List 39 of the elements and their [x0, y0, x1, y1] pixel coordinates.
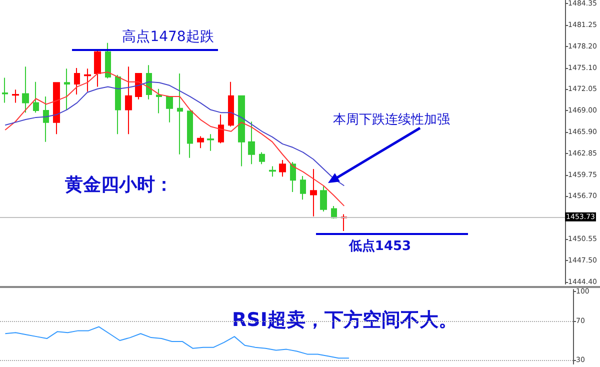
candlestick — [135, 73, 142, 100]
candlestick — [207, 134, 214, 152]
annotation: RSI超卖，下方空间不大。 — [232, 309, 458, 331]
annotation: 黄金四小时： — [64, 174, 173, 196]
candlestick — [43, 96, 49, 142]
candlestick — [22, 66, 29, 114]
candlestick — [331, 205, 337, 219]
annotation: 高点1478起跌 — [122, 29, 214, 45]
annotation: 低点1453 — [348, 238, 412, 254]
candlestick — [33, 81, 39, 114]
candlestick — [290, 162, 296, 193]
candlestick — [279, 159, 286, 178]
candlestick — [177, 73, 183, 155]
candlestick — [187, 110, 193, 158]
candlestick — [248, 121, 255, 165]
candlestick — [125, 66, 132, 135]
candlestick — [259, 152, 265, 165]
candlestick — [2, 77, 8, 104]
candlestick — [12, 89, 19, 104]
candlestick — [228, 81, 234, 127]
candlestick — [238, 95, 245, 167]
candlestick — [197, 136, 204, 149]
candlestick — [218, 114, 224, 144]
candlestick — [310, 168, 317, 217]
annotation: 本周下跌连续性加强 — [333, 112, 450, 128]
candlestick — [53, 82, 60, 135]
candlestick — [300, 175, 306, 200]
candlestick — [94, 48, 101, 88]
candlestick — [320, 186, 327, 212]
line-series — [4, 72, 345, 206]
candlestick — [74, 67, 80, 95]
candlestick — [166, 96, 173, 123]
candlestick — [64, 68, 70, 110]
candlestick — [115, 74, 121, 135]
candlestick — [269, 166, 276, 178]
candlestick — [105, 42, 111, 79]
candlestick — [146, 64, 152, 100]
candlestick — [84, 68, 91, 92]
candlestick — [156, 88, 162, 114]
